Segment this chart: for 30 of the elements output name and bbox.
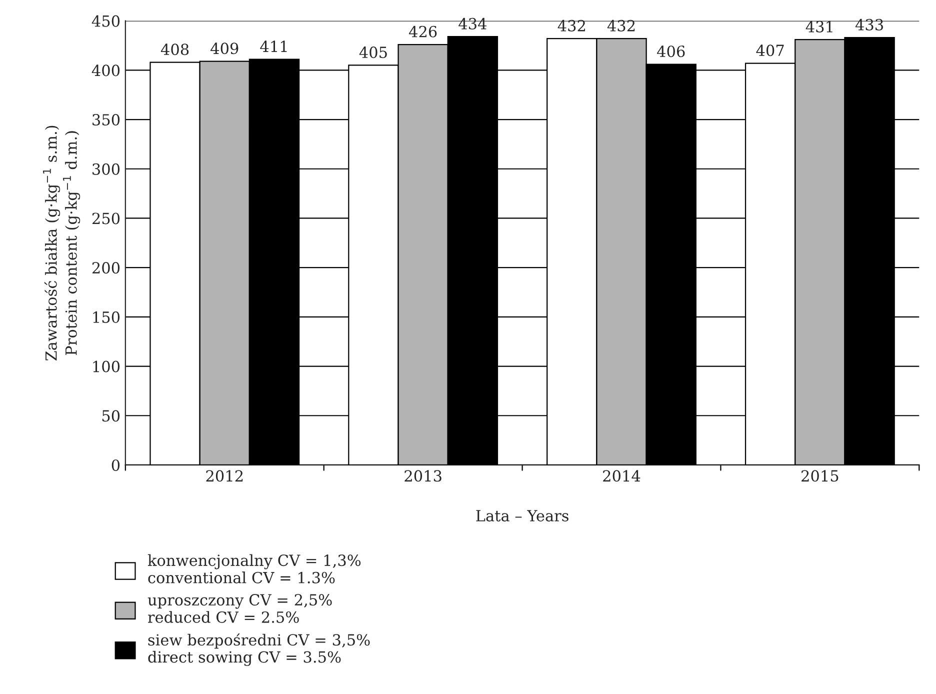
y-tick-label: 450 (92, 15, 120, 27)
text: Zawartość białka (g·kg$^{−1}$ s.m.) Protein content (g·kg$^{−1}$ d.m.) (43, 126, 80, 361)
y-tick-label: 250 (92, 212, 120, 224)
x-tick-label: 2014 (603, 470, 640, 482)
y-tick-label: 300 (92, 163, 120, 175)
y-tick-label: 400 (92, 64, 120, 76)
data-label: 426 (408, 26, 437, 38)
data-label: 433 (855, 18, 883, 30)
y-tick-label: 0 (112, 459, 120, 471)
y-tick-label: 100 (93, 360, 120, 372)
data-label: 432 (607, 20, 635, 32)
data-label: 407 (756, 44, 784, 56)
y-tick-label: 50 (102, 410, 120, 422)
x-tick-label: 2013 (404, 470, 442, 482)
data-label: 406 (657, 46, 685, 58)
y-tick-label: 150 (93, 311, 120, 323)
y-tick-label: 350 (92, 114, 120, 126)
x-tick-label: 2015 (802, 470, 838, 482)
data-label: 408 (160, 44, 189, 56)
x-axis-title: Lata – Years (476, 510, 568, 522)
y-tick-label: 200 (92, 262, 120, 274)
legend-label: konwencjonalny CV = 1,3% conventional CV = 1.3% (148, 554, 361, 584)
data-label: 411 (260, 40, 287, 52)
x-tick-label: 2012 (206, 470, 243, 482)
data-label: 409 (210, 42, 238, 54)
data-label: 432 (558, 20, 585, 32)
legend-label: siew bezpośredni CV = 3,5% direct sowing CV = 3.5% (148, 634, 370, 666)
legend-label: uproszczony CV = 2,5% reduced CV = 2.5% (148, 594, 332, 623)
data-label: 405 (359, 46, 387, 58)
data-label: 431 (806, 20, 832, 32)
